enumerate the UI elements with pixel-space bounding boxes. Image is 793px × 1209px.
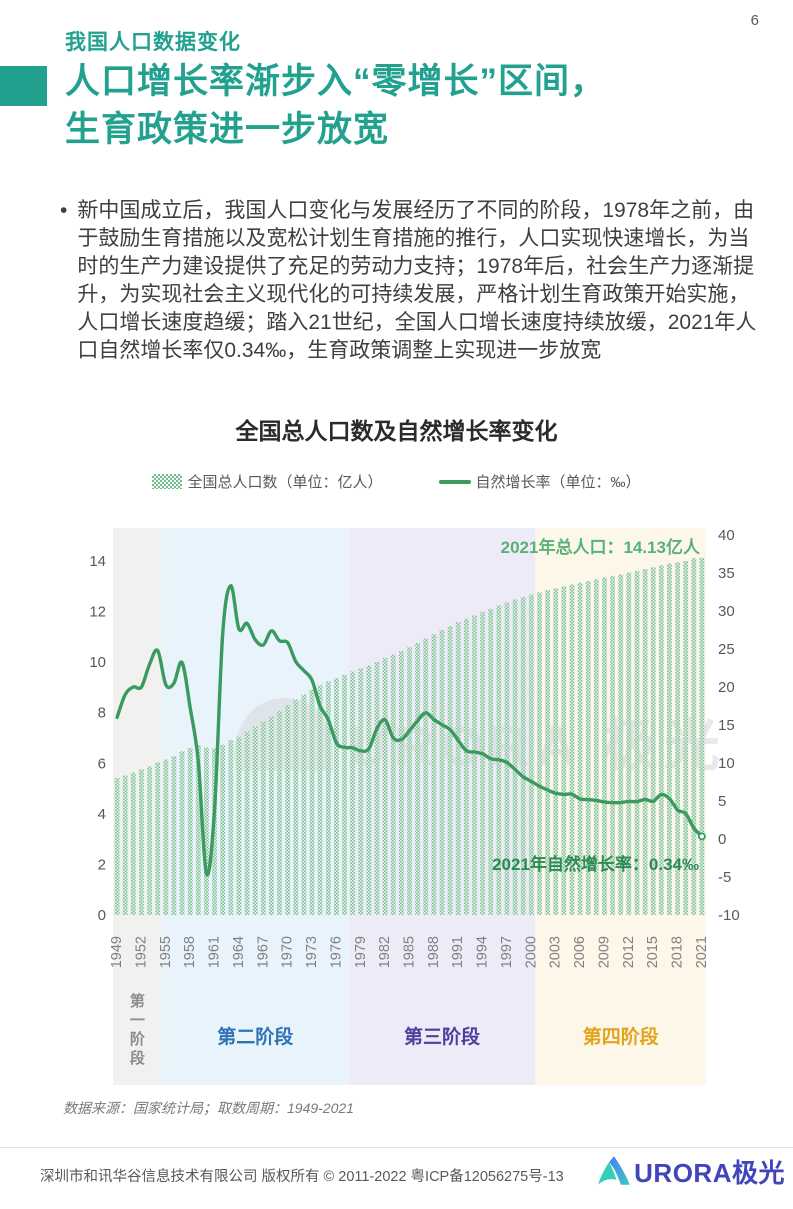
left-axis-labels: 0 2 4 6 8 10 12 14 bbox=[89, 553, 106, 924]
copyright-text: 深圳市和讯华谷信息技术有限公司 版权所有 © 2011-2022 粤ICP备12… bbox=[40, 1169, 564, 1185]
svg-text:15: 15 bbox=[718, 717, 735, 734]
data-source-note: 数据来源：国家统计局；取数周期：1949-2021 bbox=[63, 1100, 354, 1116]
svg-text:10: 10 bbox=[89, 654, 106, 671]
legend-label-growth: 自然增长率（单位：‰） bbox=[475, 474, 641, 491]
svg-text:1982: 1982 bbox=[377, 936, 393, 968]
footer-divider bbox=[0, 1147, 793, 1148]
svg-text:20: 20 bbox=[718, 679, 735, 696]
svg-text:第一阶段: 第一阶段 bbox=[130, 992, 146, 1067]
svg-text:-10: -10 bbox=[718, 907, 740, 924]
svg-text:2018: 2018 bbox=[670, 936, 686, 968]
aurora-logo-text: URORA极光 bbox=[634, 1157, 785, 1188]
population-bars bbox=[114, 557, 705, 915]
svg-text:1949: 1949 bbox=[109, 936, 125, 968]
svg-text:2: 2 bbox=[98, 856, 106, 873]
svg-text:1973: 1973 bbox=[304, 936, 320, 968]
svg-text:1952: 1952 bbox=[133, 936, 149, 968]
svg-text:第二阶段: 第二阶段 bbox=[217, 1025, 294, 1048]
svg-text:1964: 1964 bbox=[231, 936, 247, 968]
svg-text:1958: 1958 bbox=[182, 936, 198, 968]
svg-text:0: 0 bbox=[98, 907, 106, 924]
svg-text:4: 4 bbox=[98, 806, 106, 823]
aurora-logo: URORA极光 bbox=[595, 1152, 785, 1190]
svg-text:30: 30 bbox=[718, 603, 735, 620]
svg-text:35: 35 bbox=[718, 565, 735, 582]
title-accent-square bbox=[0, 66, 47, 106]
svg-text:2015: 2015 bbox=[645, 936, 661, 968]
page-number: 6 bbox=[750, 12, 759, 29]
svg-text:25: 25 bbox=[718, 641, 735, 658]
svg-text:1988: 1988 bbox=[426, 936, 442, 968]
svg-text:0: 0 bbox=[718, 831, 726, 848]
legend-label-population: 全国总人口数（单位：亿人） bbox=[187, 474, 383, 491]
page-title-line1: 人口增长率渐步入“零增长”区间， bbox=[65, 62, 607, 101]
line-swatch-icon bbox=[438, 479, 471, 484]
svg-text:1985: 1985 bbox=[402, 936, 418, 968]
stage-labels: 第一阶段 第二阶段 第三阶段 第四阶段 bbox=[130, 992, 660, 1067]
legend-item-population: 全国总人口数（单位：亿人） bbox=[152, 471, 383, 492]
population-growth-chart: URORA 极光 0 2 4 6 8 10 12 14 40 35 30 25 20 15 10 5 0 -5 -10… bbox=[0, 527, 793, 1085]
svg-text:1994: 1994 bbox=[475, 936, 491, 968]
legend-item-growth: 自然增长率（单位：‰） bbox=[438, 471, 641, 492]
svg-text:14: 14 bbox=[89, 553, 106, 570]
svg-text:1970: 1970 bbox=[280, 936, 296, 968]
svg-text:-5: -5 bbox=[718, 869, 731, 886]
section-eyebrow: 我国人口数据变化 bbox=[65, 31, 241, 54]
bar-swatch-icon bbox=[152, 474, 183, 489]
svg-text:1997: 1997 bbox=[499, 936, 515, 968]
svg-text:1979: 1979 bbox=[353, 936, 369, 968]
annotation-growth-rate: 2021年自然增长率：0.34‰ bbox=[492, 854, 699, 874]
svg-text:1976: 1976 bbox=[328, 936, 344, 968]
svg-text:1991: 1991 bbox=[450, 936, 466, 968]
right-axis-labels: 40 35 30 25 20 15 10 5 0 -5 -10 bbox=[718, 527, 740, 924]
svg-text:10: 10 bbox=[718, 755, 735, 772]
svg-text:8: 8 bbox=[98, 705, 106, 722]
svg-text:2003: 2003 bbox=[548, 936, 564, 968]
svg-text:2000: 2000 bbox=[523, 936, 539, 968]
chart-title: 全国总人口数及自然增长率变化 bbox=[235, 418, 558, 444]
growth-rate-line bbox=[115, 583, 704, 877]
svg-text:6: 6 bbox=[98, 755, 106, 772]
svg-text:40: 40 bbox=[718, 528, 735, 544]
body-paragraph-text: 新中国成立后，我国人口变化与发展经历了不同的阶段，1978年之前，由于鼓励生育措… bbox=[77, 199, 757, 362]
body-paragraph: • 新中国成立后，我国人口变化与发展经历了不同的阶段，1978年之前，由于鼓励生… bbox=[60, 197, 760, 365]
svg-text:2021: 2021 bbox=[694, 936, 710, 968]
svg-text:2009: 2009 bbox=[597, 936, 613, 968]
svg-text:第三阶段: 第三阶段 bbox=[404, 1025, 481, 1048]
svg-text:第四阶段: 第四阶段 bbox=[583, 1025, 660, 1048]
page-title: 人口增长率渐步入“零增长”区间， 生育政策进一步放宽 bbox=[65, 58, 770, 154]
svg-text:1967: 1967 bbox=[255, 936, 271, 968]
svg-text:2012: 2012 bbox=[621, 936, 637, 968]
annotation-total-population: 2021年总人口：14.13亿人 bbox=[501, 537, 701, 557]
svg-text:1955: 1955 bbox=[158, 936, 174, 968]
aurora-logo-icon bbox=[598, 1156, 630, 1185]
page-title-line2: 生育政策进一步放宽 bbox=[65, 110, 390, 149]
svg-text:5: 5 bbox=[718, 793, 726, 810]
line-end-marker bbox=[698, 832, 706, 841]
svg-text:1961: 1961 bbox=[207, 936, 223, 968]
x-axis-labels: 1949 1952 1955 1958 1961 1964 1967 1970 1973 1976… bbox=[109, 936, 710, 968]
svg-text:12: 12 bbox=[89, 604, 106, 621]
bullet-marker: • bbox=[60, 199, 68, 222]
chart-legend: 全国总人口数（单位：亿人） 自然增长率（单位：‰） bbox=[0, 471, 793, 492]
svg-text:2006: 2006 bbox=[572, 936, 588, 968]
